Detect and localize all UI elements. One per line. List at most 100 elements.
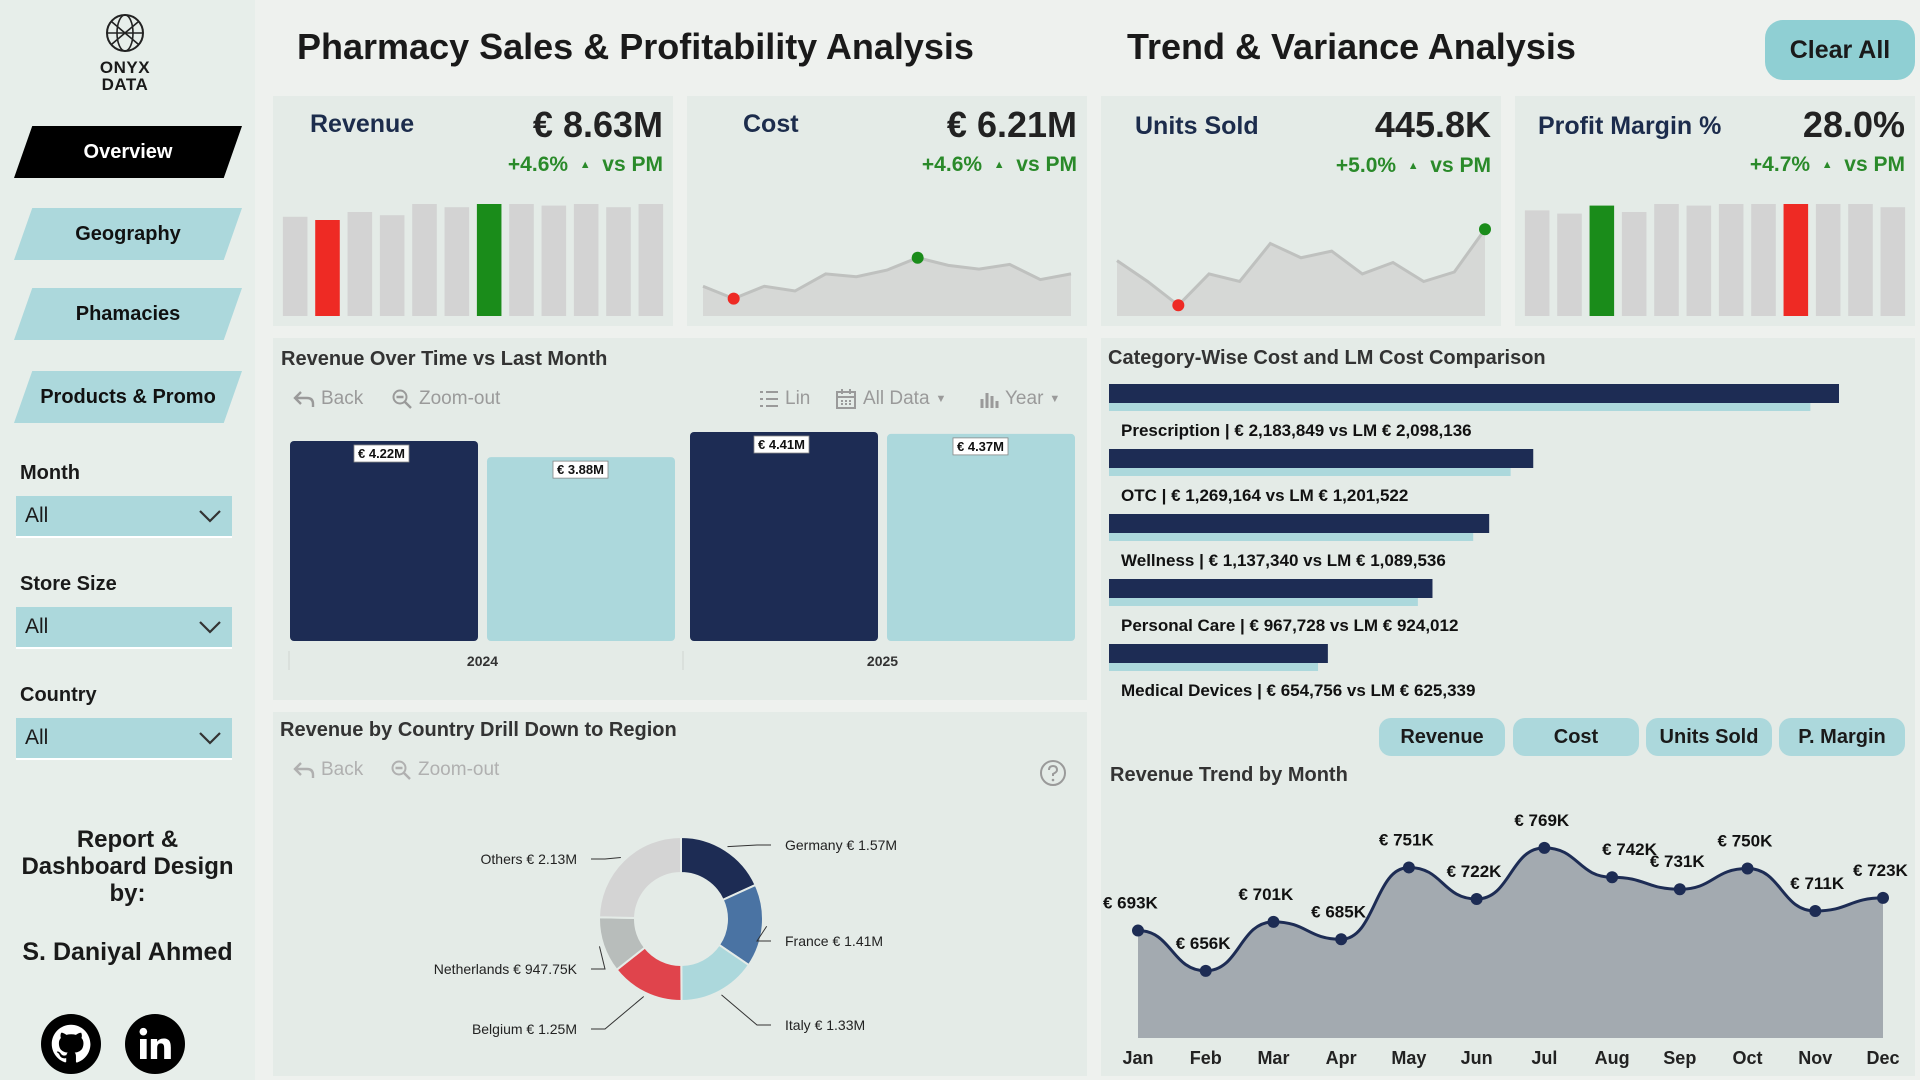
trend-title: Trend & Variance Analysis	[1127, 26, 1576, 67]
up-arrow-icon: ▲	[579, 159, 591, 171]
donut-label: France € 1.41M	[785, 933, 883, 949]
linkedin-link[interactable]	[125, 1014, 185, 1074]
chevron-down-icon	[199, 510, 221, 523]
category-cost-chart: Prescription | € 2,183,849 vs LM € 2,098…	[1109, 384, 1839, 700]
kpi-bar	[444, 207, 470, 316]
kpi-bar	[1557, 213, 1582, 316]
data-label-box	[753, 435, 810, 454]
kpi-card-units-sold: Units Sold 445.8K +5.0% ▲ vs PM	[1101, 96, 1501, 326]
zoom-out-button[interactable]: Zoom-out	[390, 759, 499, 781]
globe-logo-icon	[106, 14, 144, 52]
toggle-revenue[interactable]: Revenue	[1379, 718, 1505, 756]
kpi-label: Revenue	[310, 110, 415, 138]
kpi-sparkline-units-sold	[1116, 223, 1491, 316]
category-label: Wellness | € 1,137,340 vs LM € 1,089,536	[1121, 551, 1446, 570]
back-label: Back	[321, 759, 364, 780]
x-tick-label: Nov	[1798, 1048, 1832, 1068]
donut-leader-line	[591, 946, 606, 970]
trend-data-label: € 693K	[1103, 894, 1159, 913]
revenue-bar	[290, 441, 478, 641]
filter-country-select[interactable]: All	[16, 718, 232, 760]
x-tick-label: Jul	[1531, 1048, 1557, 1068]
kpi-bar	[347, 212, 373, 316]
kpi-value: 445.8K	[1374, 104, 1491, 145]
trend-area	[1138, 847, 1883, 1038]
data-label: € 4.37M	[957, 439, 1004, 454]
zoom-out-label: Zoom-out	[418, 759, 500, 780]
kpi-vs-label: vs PM	[1016, 153, 1077, 176]
all-data-dropdown[interactable]: All Data ▼	[835, 388, 946, 410]
trend-point	[1199, 964, 1212, 977]
github-link[interactable]	[41, 1014, 101, 1074]
trend-point	[1538, 841, 1551, 854]
back-button[interactable]: Back	[293, 388, 363, 410]
x-tick-label: Apr	[1326, 1048, 1357, 1068]
kpi-bar	[1686, 205, 1712, 316]
caret-down-icon: ▼	[935, 393, 947, 405]
nav-overview[interactable]: Overview	[14, 126, 242, 178]
x-tick-label: Mar	[1257, 1048, 1289, 1068]
cost-bar	[1109, 384, 1839, 403]
year-label: Year	[1005, 388, 1044, 409]
kpi-bar	[282, 216, 308, 316]
filter-store-size-value: All	[25, 615, 49, 638]
kpi-label: Cost	[743, 110, 799, 138]
zoom-out-button[interactable]: Zoom-out	[391, 388, 500, 410]
all-data-label: All Data	[863, 388, 930, 409]
year-dropdown[interactable]: Year ▼	[979, 388, 1060, 410]
donut-leader-line	[591, 857, 621, 860]
clear-all-button[interactable]: Clear All	[1765, 20, 1915, 80]
author-name: S. Daniyal Ahmed	[22, 938, 233, 966]
trend-point	[1741, 862, 1754, 875]
up-arrow-icon: ▲	[1407, 160, 1419, 172]
chevron-down-icon	[199, 732, 221, 745]
trend-chart-title: Revenue Trend by Month	[1110, 764, 1348, 786]
kpi-bar	[315, 220, 340, 316]
help-icon[interactable]	[1039, 759, 1067, 787]
linear-scale-button[interactable]: Lin	[759, 388, 810, 410]
trend-point	[1606, 871, 1619, 884]
trend-data-label: € 750K	[1718, 832, 1774, 851]
x-tick-label: Sep	[1663, 1048, 1696, 1068]
kpi-area	[1117, 229, 1485, 316]
trend-data-label: € 711K	[1790, 874, 1845, 893]
zoom-out-icon	[392, 389, 412, 409]
chevron-down-icon	[199, 621, 221, 634]
kpi-card-cost: Cost € 6.21M +4.6% ▲ vs PM	[687, 96, 1087, 326]
back-button[interactable]: Back	[293, 759, 363, 781]
logo-line1: ONYX	[99, 58, 151, 77]
filter-country-label: Country	[20, 684, 97, 706]
kpi-vs-label: vs PM	[1844, 153, 1905, 176]
donut-label: Italy € 1.33M	[785, 1017, 865, 1033]
trend-point	[1335, 933, 1348, 946]
kpi-bar	[541, 205, 567, 316]
toggle-cost[interactable]: Cost	[1513, 718, 1639, 756]
up-arrow-icon: ▲	[1821, 159, 1833, 171]
kpi-sparkline-profit-margin	[1524, 204, 1906, 316]
nav-phamacies[interactable]: Phamacies	[14, 288, 242, 340]
nav-geography[interactable]: Geography	[14, 208, 242, 260]
kpi-bar	[1848, 204, 1873, 316]
kpi-vs-label: vs PM	[1430, 154, 1491, 177]
toggle-profit-margin[interactable]: P. Margin	[1779, 718, 1905, 756]
donut-label: Germany € 1.57M	[785, 837, 897, 853]
data-label: € 3.88M	[557, 462, 604, 477]
kpi-sparkline-cost	[702, 251, 1072, 316]
data-label-box	[552, 460, 609, 479]
cost-bar	[1109, 514, 1490, 533]
github-icon	[51, 1024, 91, 1063]
nav-products-promo[interactable]: Products & Promo	[14, 371, 242, 423]
category-label: Personal Care | € 967,728 vs LM € 924,01…	[1121, 616, 1458, 635]
kpi-value: 28.0%	[1802, 104, 1905, 145]
filter-month-select[interactable]: All	[16, 496, 232, 538]
country-donut-chart: Germany € 1.57M France € 1.41M Italy € 1.3…	[434, 835, 897, 1037]
panel-title: Category-Wise Cost and LM Cost Compariso…	[1108, 347, 1546, 369]
kpi-card-profit-margin: Profit Margin % 28.0% +4.7% ▲ vs PM	[1515, 96, 1915, 326]
kpi-bar	[1815, 204, 1841, 316]
kpi-delta: +5.0% ▲ vs PM	[1336, 154, 1491, 178]
kpi-bar	[1589, 205, 1615, 316]
toggle-units-sold[interactable]: Units Sold	[1646, 718, 1772, 756]
filter-store-size-select[interactable]: All	[16, 607, 232, 649]
logo-line2: DATA	[101, 75, 149, 94]
kpi-bar	[1751, 204, 1776, 316]
